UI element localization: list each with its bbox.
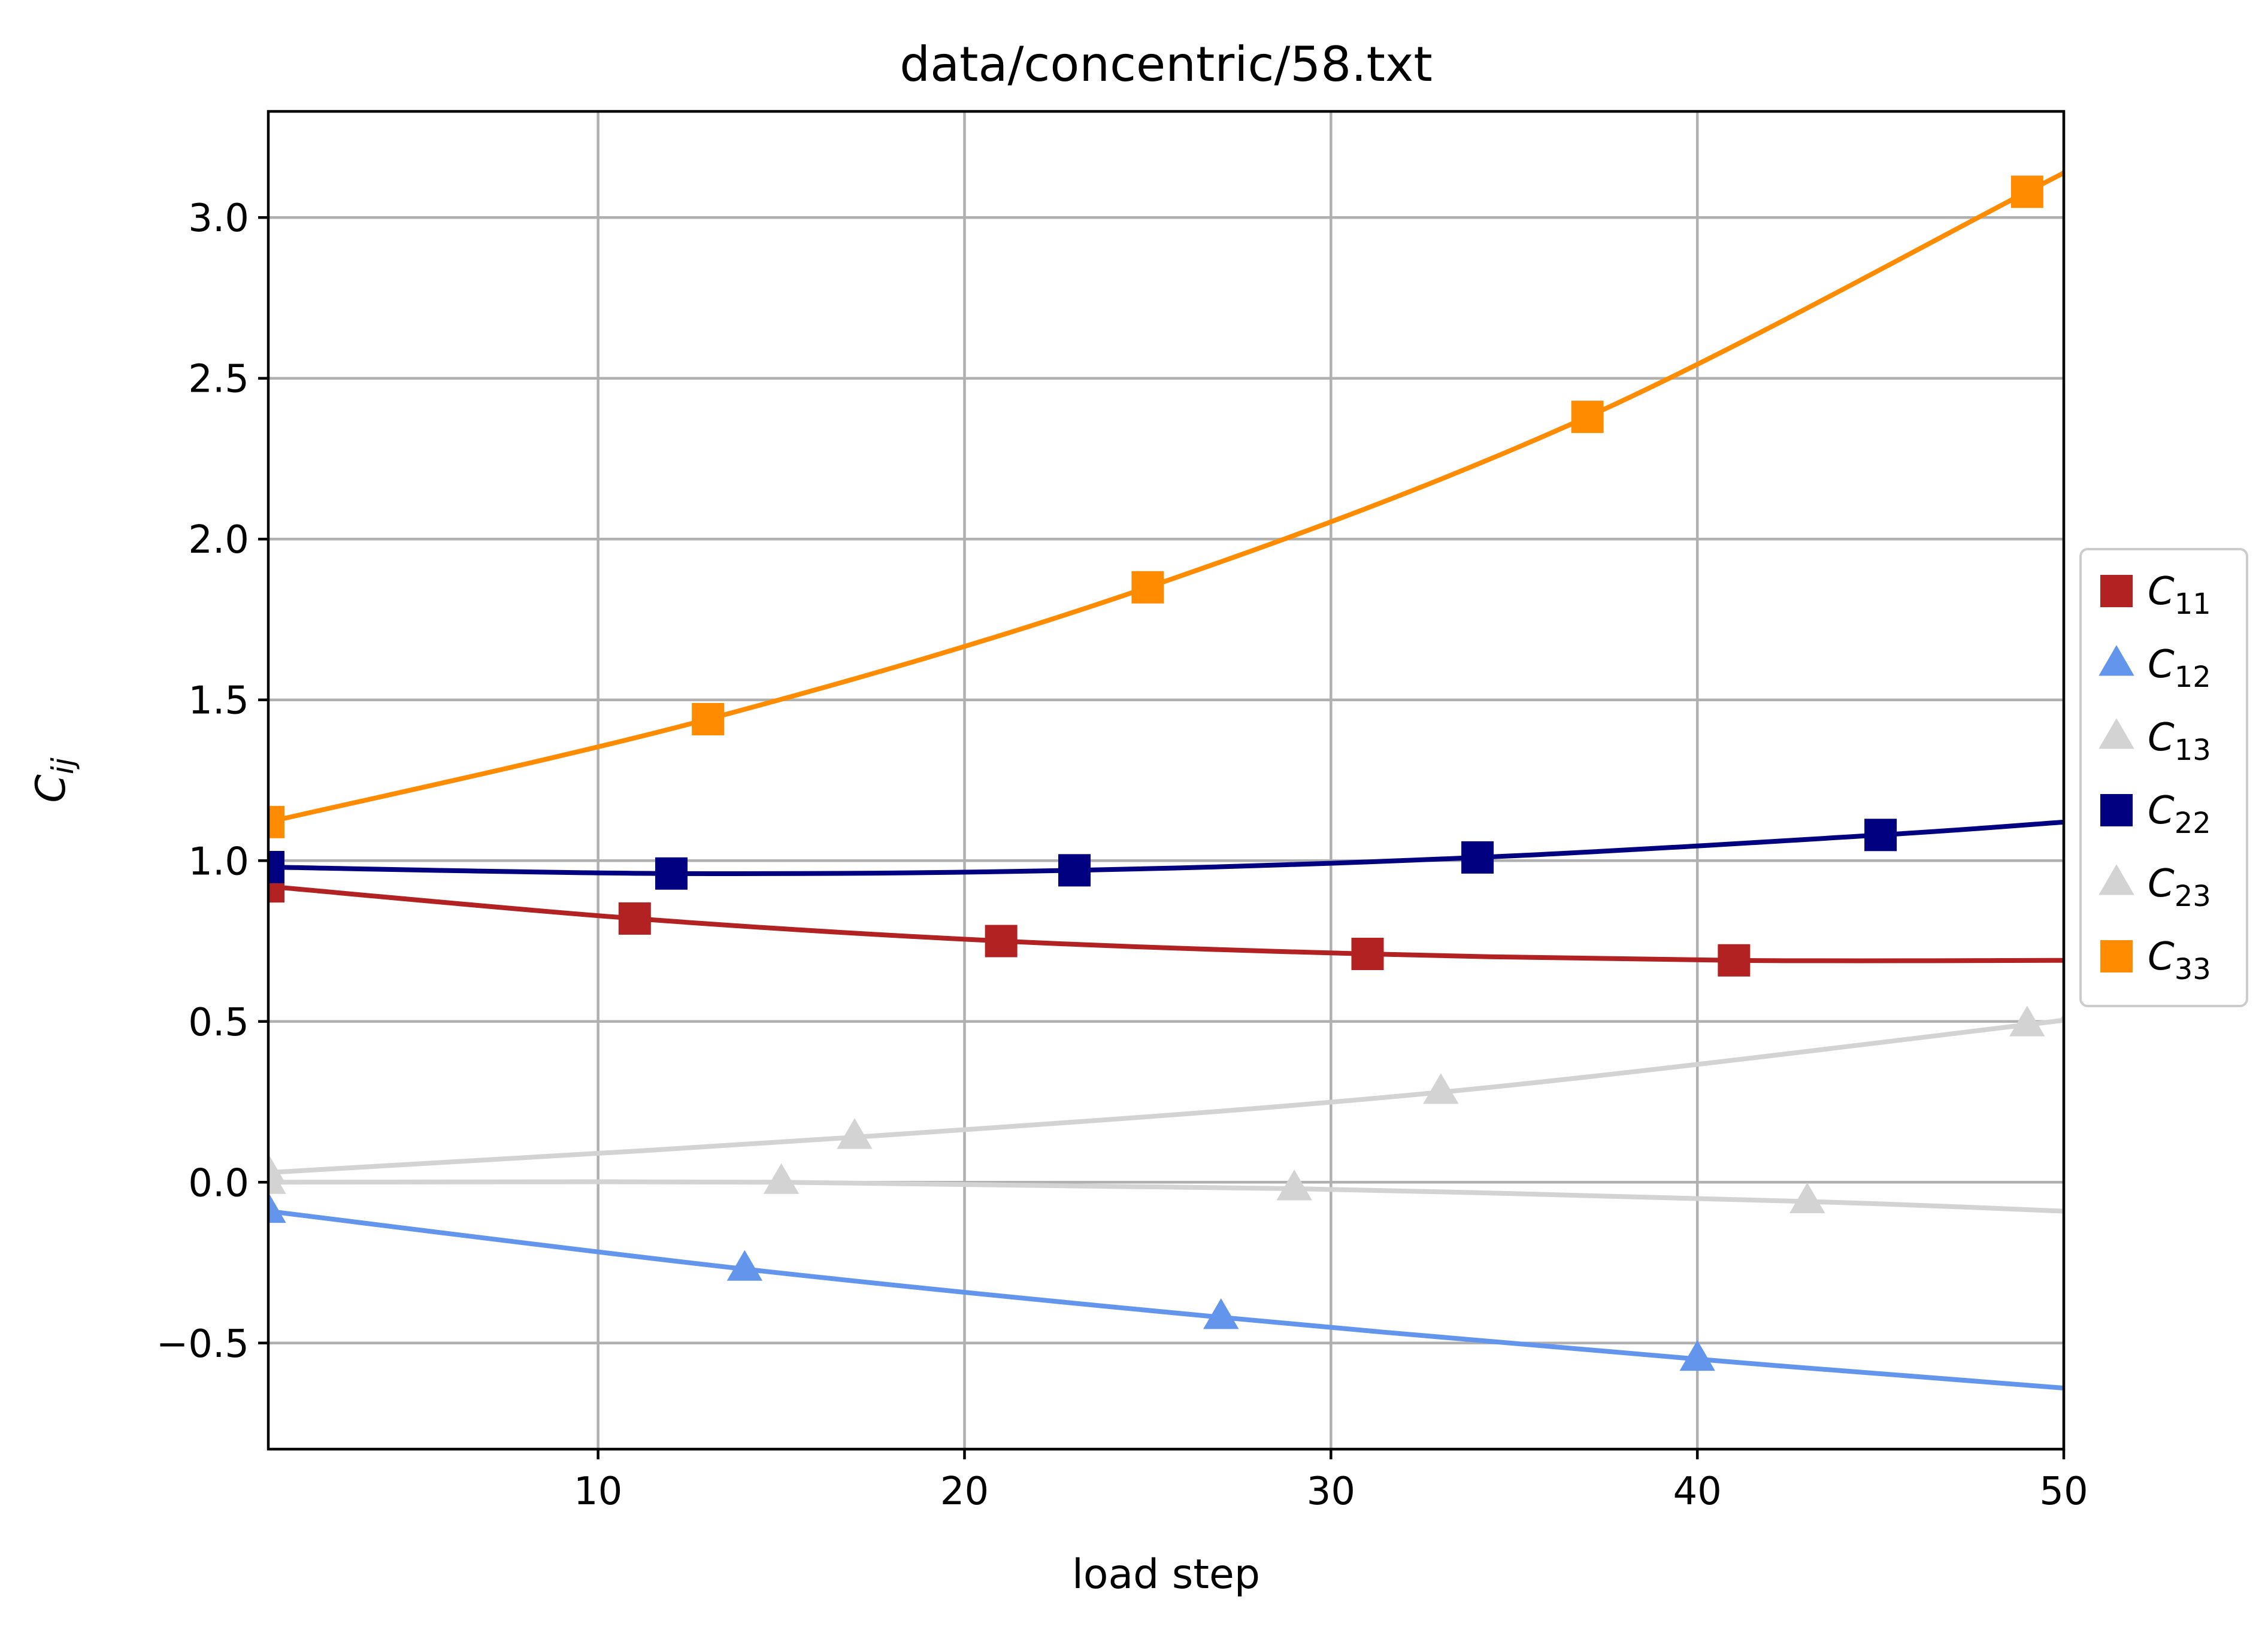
legend-marker — [2099, 718, 2134, 749]
series-c13-point — [1276, 1169, 1312, 1201]
legend-item-c22: C22 — [2100, 789, 2211, 840]
legend-item-c11: C11 — [2100, 569, 2211, 621]
series-c11-line — [268, 884, 2064, 964]
y-tick-label: 1.5 — [188, 679, 249, 723]
series-c22-point — [268, 850, 284, 883]
chart-title: data/concentric/58.txt — [900, 37, 1432, 92]
legend-marker — [2099, 864, 2134, 895]
y-tick-label: 2.5 — [188, 357, 249, 402]
series-c11-point — [1351, 937, 1384, 970]
axis-ticks: 10 20 30 40 50 −0.5 0.0 0.5 1.0 1.5 2.0 2.5 3.0 — [156, 196, 2088, 1514]
series-c33-point — [692, 702, 725, 735]
series-c12 — [268, 1192, 2064, 1390]
series-c33-point — [1571, 401, 1604, 434]
y-axis-label-main: C — [28, 774, 75, 803]
x-tick-label: 10 — [574, 1470, 622, 1514]
y-tick-label: 2.0 — [188, 518, 249, 562]
y-tick-label: 0.5 — [188, 1001, 249, 1045]
series-layer — [268, 169, 2064, 1390]
series-c23-point — [268, 1153, 286, 1184]
y-axis-label: Cij — [28, 758, 80, 802]
series-c23-point — [837, 1118, 873, 1149]
series-c11-point — [1718, 944, 1751, 977]
series-c22 — [268, 819, 2064, 890]
y-tick-label: 0.0 — [188, 1161, 249, 1205]
series-c22-point — [1864, 819, 1897, 852]
series-c33-point — [1131, 571, 1164, 604]
series-c33-line — [268, 169, 2064, 825]
y-axis-label-sub: ij — [46, 758, 80, 774]
series-c33-point — [2010, 175, 2043, 208]
grid — [268, 111, 2066, 1449]
x-tick-label: 40 — [1673, 1470, 1721, 1514]
legend-marker — [2100, 794, 2133, 826]
series-c33-point — [268, 805, 284, 838]
legend-label: C13 — [2148, 716, 2211, 767]
series-c22-point — [655, 857, 688, 890]
series-c12-point — [726, 1250, 763, 1281]
series-c11-point — [618, 902, 651, 935]
series-c12-line — [268, 1208, 2064, 1390]
legend-label: C23 — [2148, 862, 2211, 913]
series-c11-point — [985, 925, 1018, 958]
legend-item-c13: C13 — [2099, 716, 2211, 767]
series-c13-point — [763, 1163, 800, 1194]
plot-frame — [267, 110, 2066, 1451]
legend-marker — [2100, 575, 2133, 607]
series-c12-point — [1203, 1298, 1239, 1329]
series-c23-point — [1423, 1073, 1459, 1104]
series-c13-point — [1789, 1182, 1825, 1213]
series-c22-point — [1461, 841, 1494, 874]
y-tick-label: −0.5 — [156, 1322, 249, 1367]
legend-item-c33: C33 — [2100, 935, 2211, 986]
series-c12-point — [1679, 1340, 1715, 1371]
series-c23-point — [2009, 1005, 2045, 1037]
legend-marker — [2099, 645, 2134, 676]
legend-label: C22 — [2148, 789, 2211, 840]
series-c22-point — [1058, 854, 1091, 887]
series-c23 — [268, 1005, 2064, 1184]
series-c33 — [268, 169, 2064, 838]
legend-item-c12: C12 — [2099, 643, 2211, 694]
legend-label: C11 — [2148, 569, 2211, 621]
series-c13-line — [268, 1179, 2064, 1214]
series-c12-point — [268, 1192, 286, 1223]
y-tick-label: 1.0 — [188, 840, 249, 884]
legend-item-c23: C23 — [2099, 862, 2211, 913]
series-c11 — [268, 870, 2064, 977]
legend-label: C33 — [2148, 935, 2211, 986]
x-tick-label: 30 — [1307, 1470, 1355, 1514]
x-tick-label: 50 — [2039, 1470, 2088, 1514]
legend: C11 C12 C13 C22 C23 C33 — [2079, 548, 2248, 1007]
legend-marker — [2100, 940, 2133, 972]
y-tick-label: 3.0 — [188, 196, 249, 241]
x-tick-label: 20 — [940, 1470, 989, 1514]
legend-label: C12 — [2148, 643, 2211, 694]
x-axis-label: load step — [1072, 1551, 1260, 1598]
